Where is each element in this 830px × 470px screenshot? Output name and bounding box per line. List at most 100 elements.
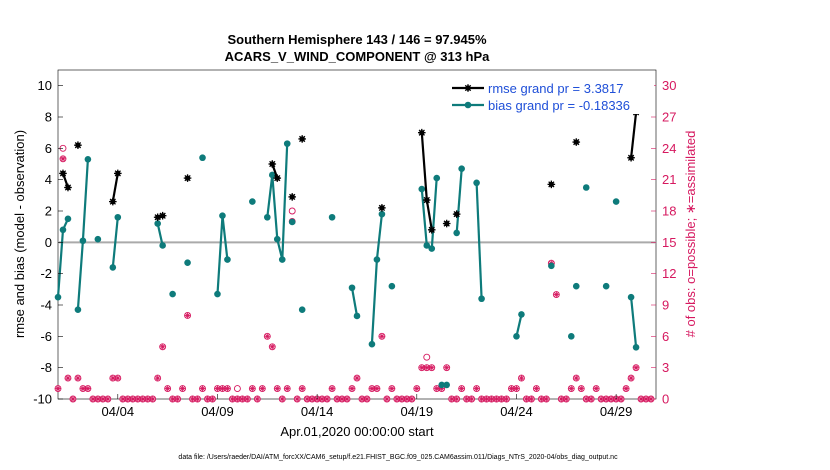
bias-point: [273, 235, 281, 243]
bias-point: [288, 218, 296, 226]
bias-point: [572, 282, 580, 290]
obs-assimilated-marker: [542, 395, 550, 403]
bias-point: [64, 215, 72, 223]
bias-point: [453, 229, 460, 237]
bias-point: [278, 256, 286, 263]
obs-assimilated-marker: [159, 343, 167, 351]
y-right-tick-label: 18: [662, 204, 676, 219]
y-right-tick-label: 15: [662, 235, 676, 250]
x-tick-label: 04/29: [600, 404, 633, 419]
obs-assimilated-marker: [393, 395, 401, 403]
obs-assimilated-marker: [567, 385, 575, 393]
x-tick-label: 04/09: [201, 404, 234, 419]
bias-point: [54, 293, 62, 301]
bias-point: [443, 381, 451, 389]
obs-assimilated-marker: [273, 385, 281, 393]
obs-assimilated-marker: [194, 395, 201, 403]
bias-series-line: [630, 297, 638, 348]
obs-assimilated-marker: [532, 385, 540, 393]
obs-assimilated-marker: [64, 374, 72, 382]
y-left-tick-label: -2: [40, 266, 52, 281]
obs-possible-marker: [288, 207, 296, 215]
obs-assimilated-marker: [363, 395, 371, 403]
rmse-point: [442, 219, 451, 228]
bias-point: [214, 290, 221, 298]
obs-assimilated-marker: [328, 385, 336, 393]
y-left-tick-label: -8: [40, 360, 52, 375]
obs-assimilated-marker: [483, 395, 491, 403]
obs-assimilated-marker: [353, 374, 361, 382]
obs-assimilated-marker: [458, 385, 466, 393]
obs-assimilated-marker: [74, 374, 82, 382]
obs-assimilated-marker: [164, 385, 172, 393]
rmse-point: [422, 196, 431, 204]
obs-assimilated-marker: [184, 311, 192, 319]
obs-assimilated-marker: [413, 385, 421, 393]
y-left-tick-label: 0: [45, 235, 52, 250]
x-tick-label: 04/19: [401, 404, 434, 419]
obs-assimilated-marker: [388, 385, 396, 393]
y-right-tick-label: 21: [662, 172, 676, 187]
bias-point: [74, 306, 82, 314]
y-left-tick-label: 2: [45, 204, 52, 219]
obs-assimilated-marker: [104, 395, 112, 403]
bias-point: [219, 212, 226, 219]
rmse-point: [114, 169, 122, 178]
bias-series-line: [455, 168, 463, 233]
y-left-tick-label: 8: [45, 110, 52, 125]
obs-count-layer: [54, 144, 655, 403]
bias-point: [612, 198, 620, 205]
obs-assimilated-marker: [473, 385, 481, 393]
obs-assimilated-marker: [114, 374, 122, 382]
bias-point: [423, 242, 431, 249]
obs-assimilated-marker: [278, 395, 286, 403]
y-left-tick-label: 10: [38, 78, 52, 93]
bias-point: [59, 226, 67, 234]
bias-point: [154, 220, 161, 227]
rmse-point: [109, 197, 117, 206]
obs-assimilated-marker: [209, 395, 216, 403]
rmse-point: [268, 160, 277, 168]
obs-assimilated-marker: [443, 364, 451, 372]
obs-assimilated-marker: [592, 385, 600, 393]
bias-point: [169, 290, 176, 298]
obs-assimilated-marker: [518, 374, 525, 382]
bias-point: [264, 213, 271, 221]
obs-assimilated-marker: [378, 332, 386, 340]
obs-assimilated-marker: [179, 385, 187, 393]
obs-assimilated-marker: [498, 395, 505, 403]
bias-point: [518, 311, 525, 318]
obs-assimilated-marker: [622, 385, 630, 393]
obs-assimilated-marker: [94, 395, 102, 403]
obs-assimilated-marker: [428, 364, 436, 372]
y-right-tick-label: 12: [662, 266, 676, 281]
obs-assimilated-marker: [298, 385, 306, 393]
bias-point: [199, 154, 206, 162]
bias-point: [428, 245, 436, 252]
bias-point: [378, 210, 386, 218]
bias-point: [418, 185, 426, 193]
rmse-point: [378, 204, 386, 212]
y-left-tick-label: -6: [40, 329, 52, 344]
plot-area: [57, 69, 657, 400]
obs-assimilated-marker: [84, 385, 92, 393]
obs-assimilated-marker: [323, 395, 331, 403]
bias-point: [548, 262, 555, 270]
obs-assimilated-marker: [59, 155, 67, 163]
obs-assimilated-marker: [243, 395, 251, 403]
y-right-tick-label: 27: [662, 110, 676, 125]
rmse-series-line: [630, 112, 638, 158]
rmse-point: [417, 128, 426, 137]
bias-point: [368, 340, 376, 348]
obs-assimilated-marker: [174, 395, 182, 403]
rmse-point: [183, 174, 192, 182]
bias-series-line: [156, 223, 164, 246]
obs-assimilated-marker: [527, 395, 535, 403]
obs-assimilated-marker: [468, 395, 476, 403]
legend-bias-label: bias grand pr = -0.18336: [488, 98, 630, 113]
obs-possible-marker: [423, 353, 431, 361]
bias-series-line: [350, 287, 359, 317]
rmse-point: [59, 169, 67, 178]
obs-assimilated-marker: [69, 395, 77, 403]
